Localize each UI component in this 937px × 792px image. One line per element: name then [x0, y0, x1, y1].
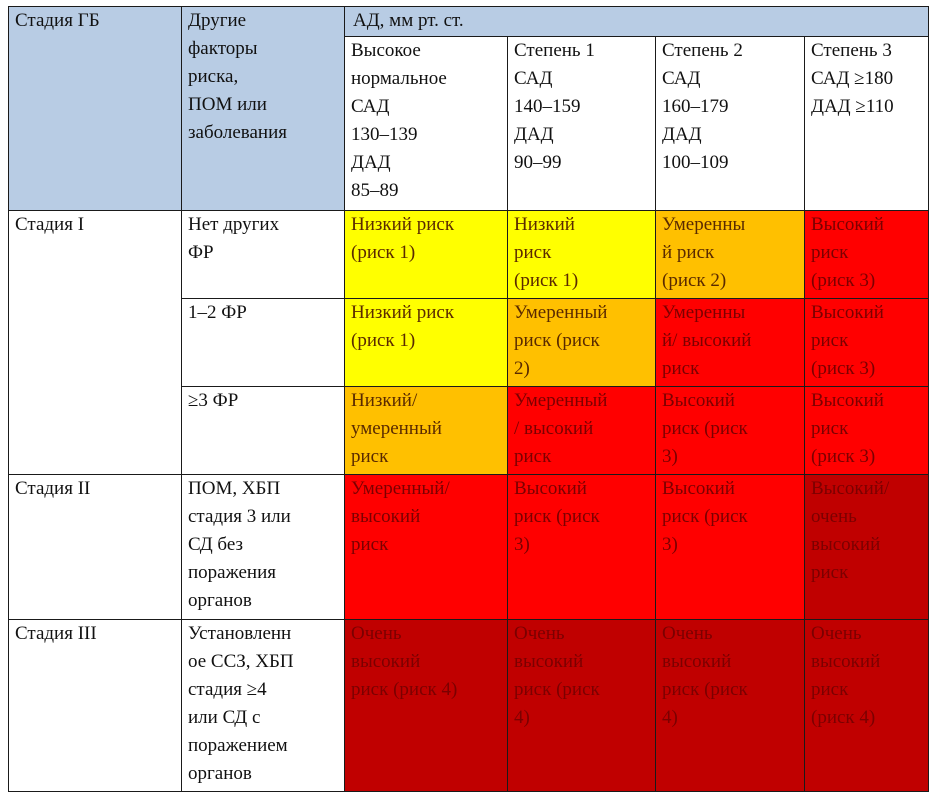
bp-column-label: Степень 2 САД 160–179 ДАД 100–109	[662, 40, 743, 173]
factor-cell: 1–2 ФР	[181, 298, 345, 387]
risk-label: Низкий риск (риск 1)	[514, 214, 579, 291]
risk-cell: Умеренный/ высокий риск	[344, 474, 508, 620]
table-row: 1–2 ФР Низкий риск (риск 1) Умеренный ри…	[9, 298, 930, 387]
bp-column-label: Степень 3 САД ≥180 ДАД ≥110	[811, 40, 894, 117]
risk-cell: Низкий/ умеренный риск	[344, 386, 508, 475]
risk-label: Умеренный/ высокий риск	[351, 478, 450, 555]
risk-label: Очень высокий риск (риск 4)	[514, 623, 600, 728]
risk-cell: Низкий риск (риск 1)	[344, 298, 508, 387]
risk-cell: Высокий риск (риск 3)	[655, 474, 805, 620]
header-row-1: Стадия ГБ Другие факторы риска, ПОМ или …	[8, 6, 930, 211]
hypertension-risk-table: Стадия ГБ Другие факторы риска, ПОМ или …	[8, 6, 930, 792]
risk-cell: Очень высокий риск (риск 4)	[344, 619, 508, 792]
risk-label: Высокий риск (риск 3)	[662, 390, 748, 467]
risk-cell: Высокий риск (риск 3)	[803, 210, 930, 299]
risk-label: Очень высокий риск (риск 4)	[811, 623, 881, 728]
factor-label: ПОМ, ХБП стадия 3 или СД без поражения о…	[188, 478, 291, 611]
risk-cell: Низкий риск (риск 1)	[507, 210, 656, 299]
header-stage: Стадия ГБ	[8, 6, 182, 211]
factor-cell: Установленн ое ССЗ, ХБП стадия ≥4 или СД…	[181, 619, 345, 792]
risk-cell: Высокий риск (риск 3)	[507, 474, 656, 620]
factor-cell: Нет других ФР	[181, 210, 345, 299]
risk-label: Очень высокий риск (риск 4)	[662, 623, 748, 728]
bp-column-label: Высокое нормальное САД 130–139 ДАД 85–89	[351, 40, 447, 201]
risk-label: Низкий/ умеренный риск	[351, 390, 442, 467]
risk-label: Низкий риск (риск 1)	[351, 302, 455, 351]
risk-label: Умеренный риск (риск 2)	[514, 302, 608, 379]
stage-label: Стадия III	[15, 623, 97, 644]
risk-label: Высокий риск (риск 3)	[811, 302, 884, 379]
header-bp-grade-2: Степень 2 САД 160–179 ДАД 100–109	[655, 36, 805, 211]
stage-label: Стадия I	[15, 214, 85, 235]
risk-table-container: Стадия ГБ Другие факторы риска, ПОМ или …	[8, 6, 930, 792]
table-row: Стадия II ПОМ, ХБП стадия 3 или СД без п…	[8, 474, 930, 620]
risk-label: Высокий риск (риск 3)	[514, 478, 600, 555]
risk-cell: Умеренны й риск (риск 2)	[655, 210, 805, 299]
factor-label: Нет других ФР	[188, 214, 280, 263]
factor-cell: ≥3 ФР	[181, 386, 345, 475]
risk-label: Высокий риск (риск 3)	[662, 478, 748, 555]
stage-cell: Стадия I	[8, 210, 182, 475]
risk-label: Высокий риск (риск 3)	[811, 390, 884, 467]
header-factors-label: Другие факторы риска, ПОМ или заболевани…	[188, 10, 287, 143]
header-bp-grade-3: Степень 3 САД ≥180 ДАД ≥110	[803, 36, 930, 211]
risk-label: Умеренный / высокий риск	[514, 390, 608, 467]
risk-label: Высокий риск (риск 3)	[811, 214, 884, 291]
risk-label: Низкий риск (риск 1)	[351, 214, 455, 263]
risk-label: Высокий/ очень высокий риск	[811, 478, 890, 583]
factor-label: ≥3 ФР	[188, 390, 239, 411]
table-row: ≥3 ФР Низкий/ умеренный риск Умеренный /…	[9, 386, 930, 475]
header-stage-label: Стадия ГБ	[15, 10, 100, 31]
stage-cell: Стадия III	[8, 619, 182, 792]
risk-cell: Очень высокий риск (риск 4)	[655, 619, 805, 792]
risk-cell: Высокий риск (риск 3)	[803, 298, 930, 387]
risk-label: Умеренны й риск (риск 2)	[662, 214, 746, 291]
risk-cell: Очень высокий риск (риск 4)	[507, 619, 656, 792]
table-row: Стадия III Установленн ое ССЗ, ХБП стади…	[8, 619, 930, 792]
risk-cell: Низкий риск (риск 1)	[344, 210, 508, 299]
header-bp: АД, мм рт. ст.	[343, 6, 930, 37]
factor-label: 1–2 ФР	[188, 302, 247, 323]
risk-cell: Очень высокий риск (риск 4)	[803, 619, 930, 792]
table-row: Стадия I Нет других ФР Низкий риск (риск…	[8, 210, 930, 475]
risk-cell: Высокий риск (риск 3)	[803, 386, 930, 475]
bp-column-label: Степень 1 САД 140–159 ДАД 90–99	[514, 40, 595, 173]
header-bp-grade-1: Степень 1 САД 140–159 ДАД 90–99	[507, 36, 656, 211]
factor-label: Установленн ое ССЗ, ХБП стадия ≥4 или СД…	[188, 623, 294, 784]
header-factors: Другие факторы риска, ПОМ или заболевани…	[181, 6, 345, 211]
header-row-2: Высокое нормальное САД 130–139 ДАД 85–89…	[9, 36, 930, 211]
stage-label: Стадия II	[15, 478, 91, 499]
risk-cell: Высокий риск (риск 3)	[655, 386, 805, 475]
header-bp-label: АД, мм рт. ст.	[353, 10, 464, 31]
risk-label: Очень высокий риск (риск 4)	[351, 623, 458, 700]
risk-cell: Умеренный риск (риск 2)	[507, 298, 656, 387]
stage-cell: Стадия II	[8, 474, 182, 620]
risk-label: Умеренны й/ высокий риск	[662, 302, 752, 379]
factor-cell: ПОМ, ХБП стадия 3 или СД без поражения о…	[181, 474, 345, 620]
risk-cell: Умеренны й/ высокий риск	[655, 298, 805, 387]
header-bp-high-normal: Высокое нормальное САД 130–139 ДАД 85–89	[344, 36, 508, 211]
risk-cell: Умеренный / высокий риск	[507, 386, 656, 475]
risk-cell: Высокий/ очень высокий риск	[803, 474, 930, 620]
